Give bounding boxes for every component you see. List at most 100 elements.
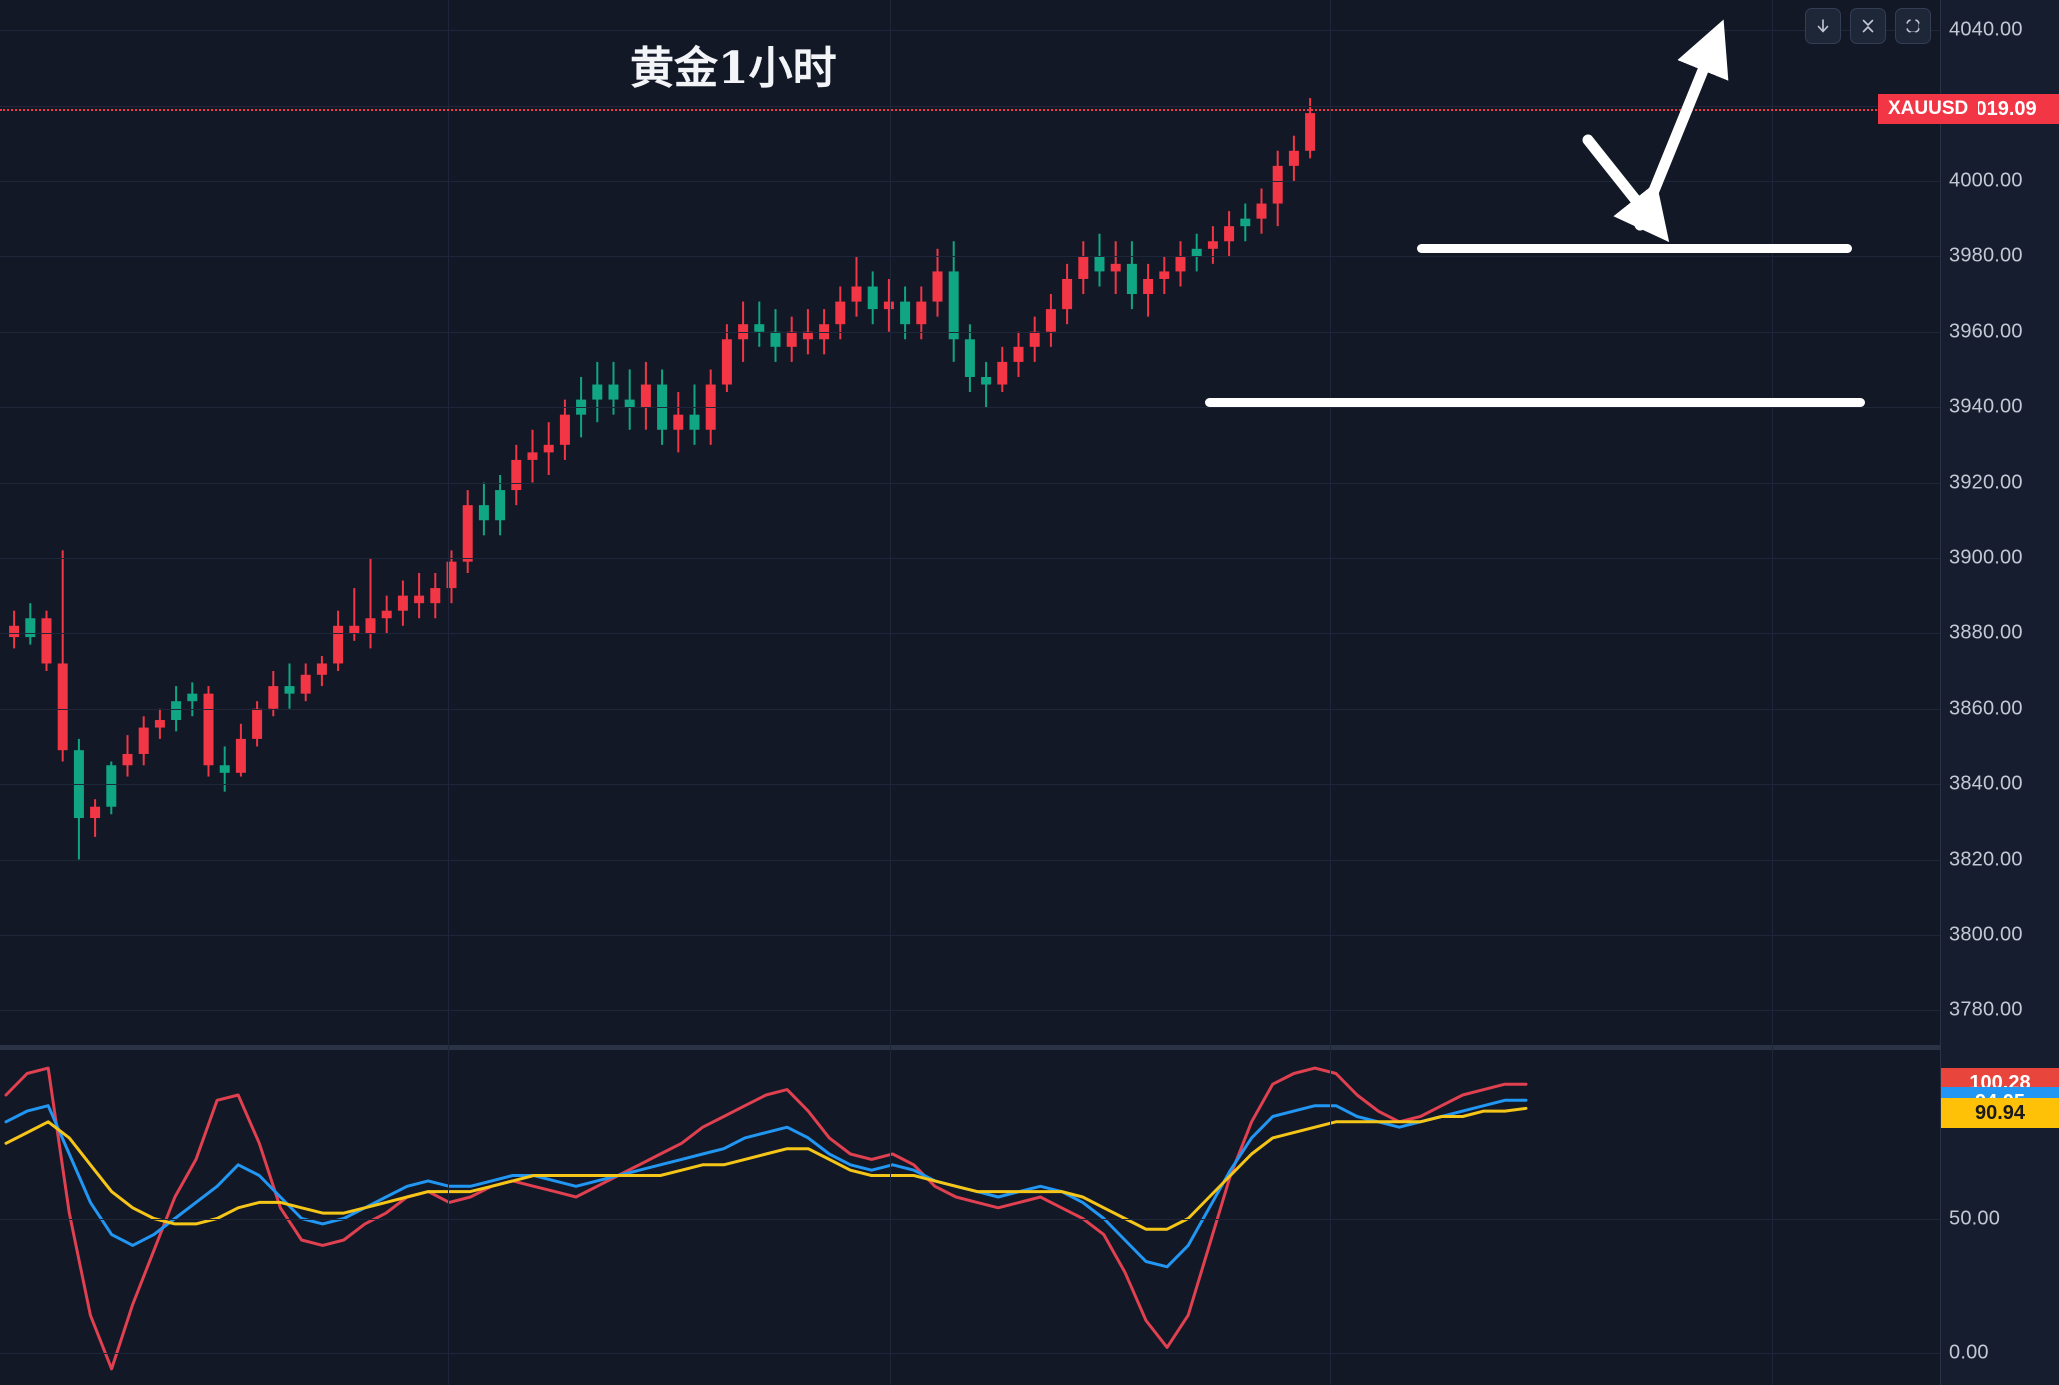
candle-body[interactable] xyxy=(397,595,408,611)
candle-body[interactable] xyxy=(608,384,619,400)
candle-body[interactable] xyxy=(1159,271,1170,279)
candle-body[interactable] xyxy=(1094,256,1105,272)
candle-body[interactable] xyxy=(106,765,117,807)
candle-body[interactable] xyxy=(1256,203,1267,219)
candle-body[interactable] xyxy=(721,339,732,385)
candle-body[interactable] xyxy=(1224,226,1235,242)
oscillator-line xyxy=(4,1098,1528,1269)
candle-body[interactable] xyxy=(527,452,538,460)
candle-body[interactable] xyxy=(203,693,214,766)
candle-body[interactable] xyxy=(673,414,684,430)
candle-body[interactable] xyxy=(1191,248,1202,257)
candle-body[interactable] xyxy=(932,271,943,302)
candle-body[interactable] xyxy=(235,738,246,773)
candle-body[interactable] xyxy=(381,610,392,619)
candle-body[interactable] xyxy=(1029,331,1040,347)
candle-body[interactable] xyxy=(1078,256,1089,279)
pane-divider[interactable] xyxy=(0,1045,1940,1050)
scroll-to-realtime-icon[interactable] xyxy=(1805,8,1841,44)
candle-body[interactable] xyxy=(365,618,376,634)
candle-body[interactable] xyxy=(495,490,506,521)
candle-body[interactable] xyxy=(430,588,441,604)
candle-body[interactable] xyxy=(187,693,198,702)
candle-body[interactable] xyxy=(349,625,360,634)
candle-body[interactable] xyxy=(25,618,36,638)
fullscreen-icon[interactable] xyxy=(1895,8,1931,44)
candle-body[interactable] xyxy=(446,561,457,589)
candle-body[interactable] xyxy=(883,301,894,310)
candle-body[interactable] xyxy=(154,720,165,728)
candle-body[interactable] xyxy=(997,361,1008,385)
candle-body[interactable] xyxy=(592,384,603,400)
candle-body[interactable] xyxy=(90,806,101,819)
candle-body[interactable] xyxy=(1240,218,1251,227)
candle-body[interactable] xyxy=(786,331,797,347)
candle-body[interactable] xyxy=(333,625,344,664)
candle-body[interactable] xyxy=(1288,150,1299,166)
collapse-icon[interactable] xyxy=(1850,8,1886,44)
candle-body[interactable] xyxy=(268,686,279,709)
candle-body[interactable] xyxy=(138,727,149,754)
candle-body[interactable] xyxy=(171,701,182,721)
candle-body[interactable] xyxy=(689,414,700,430)
candle-body[interactable] xyxy=(219,765,230,773)
symbol-badge[interactable]: XAUUSD xyxy=(1878,93,1979,124)
candle-body[interactable] xyxy=(1126,263,1137,295)
candle-body[interactable] xyxy=(835,301,846,325)
resistance-line[interactable] xyxy=(1417,244,1852,253)
candle-body[interactable] xyxy=(916,301,927,325)
candle-body[interactable] xyxy=(770,331,781,347)
support-line[interactable] xyxy=(1205,398,1865,407)
grid-line xyxy=(0,557,1940,559)
grid-line xyxy=(0,784,1940,786)
price-axis[interactable]: 4040.00 4000.00 3980.00 3960.00 3940.00 3920.… xyxy=(1940,0,2059,1385)
candle-body[interactable] xyxy=(478,505,489,521)
candle-body[interactable] xyxy=(981,376,992,385)
grid-line xyxy=(0,105,1940,107)
candle-body[interactable] xyxy=(559,414,570,445)
candle-body[interactable] xyxy=(9,625,20,638)
candle-body[interactable] xyxy=(511,459,522,491)
oscillator-series xyxy=(4,1066,1528,1371)
d-value-badge[interactable]: 90.94 xyxy=(1941,1097,2059,1128)
candle-body[interactable] xyxy=(316,663,327,675)
candle-body[interactable] xyxy=(900,301,911,325)
candle-body[interactable] xyxy=(1305,113,1316,151)
candle-body[interactable] xyxy=(1175,256,1186,272)
candle-body[interactable] xyxy=(1110,263,1121,272)
candle-body[interactable] xyxy=(964,339,975,377)
candle-body[interactable] xyxy=(851,286,862,302)
price-axis-label: 4000.00 xyxy=(1949,169,2023,192)
candle-body[interactable] xyxy=(57,663,68,751)
price-axis-label: 3840.00 xyxy=(1949,772,2023,795)
candle-body[interactable] xyxy=(543,444,554,453)
candle-body[interactable] xyxy=(948,271,959,340)
candle-body[interactable] xyxy=(624,399,635,408)
current-price-line xyxy=(0,108,1940,111)
candle-body[interactable] xyxy=(122,753,133,766)
candle-body[interactable] xyxy=(1207,241,1218,249)
candle-body[interactable] xyxy=(284,686,295,694)
oscillator-line xyxy=(4,1066,1528,1371)
candle-body[interactable] xyxy=(462,505,473,562)
chart-toolbar[interactable] xyxy=(1805,8,1931,44)
page-title: 黄金1小时 xyxy=(630,43,837,94)
candle-body[interactable] xyxy=(414,595,425,604)
candle-body[interactable] xyxy=(1013,346,1024,362)
grid-line xyxy=(0,331,1940,333)
price-pane[interactable] xyxy=(0,0,1940,1048)
candle-body[interactable] xyxy=(41,618,52,664)
candle-body[interactable] xyxy=(867,286,878,310)
grid-line xyxy=(0,30,1940,32)
candle-body[interactable] xyxy=(640,384,651,408)
candle-body[interactable] xyxy=(252,708,263,739)
candle-body[interactable] xyxy=(1272,165,1283,204)
candle-body[interactable] xyxy=(754,324,765,332)
candle-body[interactable] xyxy=(1045,309,1056,332)
candle-body[interactable] xyxy=(300,674,311,694)
candle-body[interactable] xyxy=(1062,278,1073,310)
grid-line xyxy=(0,407,1940,409)
price-axis-label: 3960.00 xyxy=(1949,320,2023,343)
candle-body[interactable] xyxy=(1143,278,1154,295)
candle-body[interactable] xyxy=(802,331,813,340)
